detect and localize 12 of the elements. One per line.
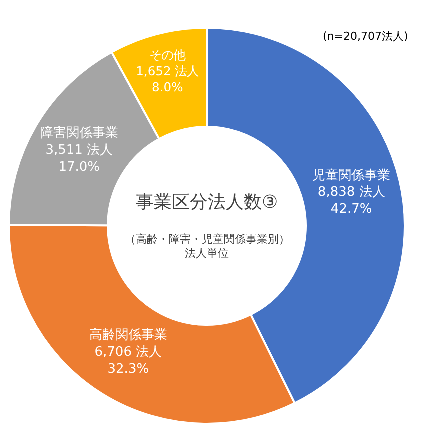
data-label: 1,652 法人 8.0% (136, 64, 200, 95)
data-label: 8,838 法人 42.7% (318, 185, 386, 218)
text: 事業区分法人数③ (136, 192, 278, 213)
text: 法人単位 (185, 247, 229, 260)
data-label: 6,706 法人 32.3% (94, 345, 162, 377)
slice-label: その他 (150, 48, 186, 63)
slice-label: 障害関係事業 (40, 125, 118, 142)
text: （高齢・障害・児童関係事業別） (125, 233, 290, 246)
data-label: 3,511 法人 17.0% (46, 143, 114, 175)
slice-label: 高齢関係事業 (89, 327, 168, 344)
slice-label: 児童関係事業 (312, 167, 391, 184)
text: (n=20,707法人) (323, 30, 408, 43)
